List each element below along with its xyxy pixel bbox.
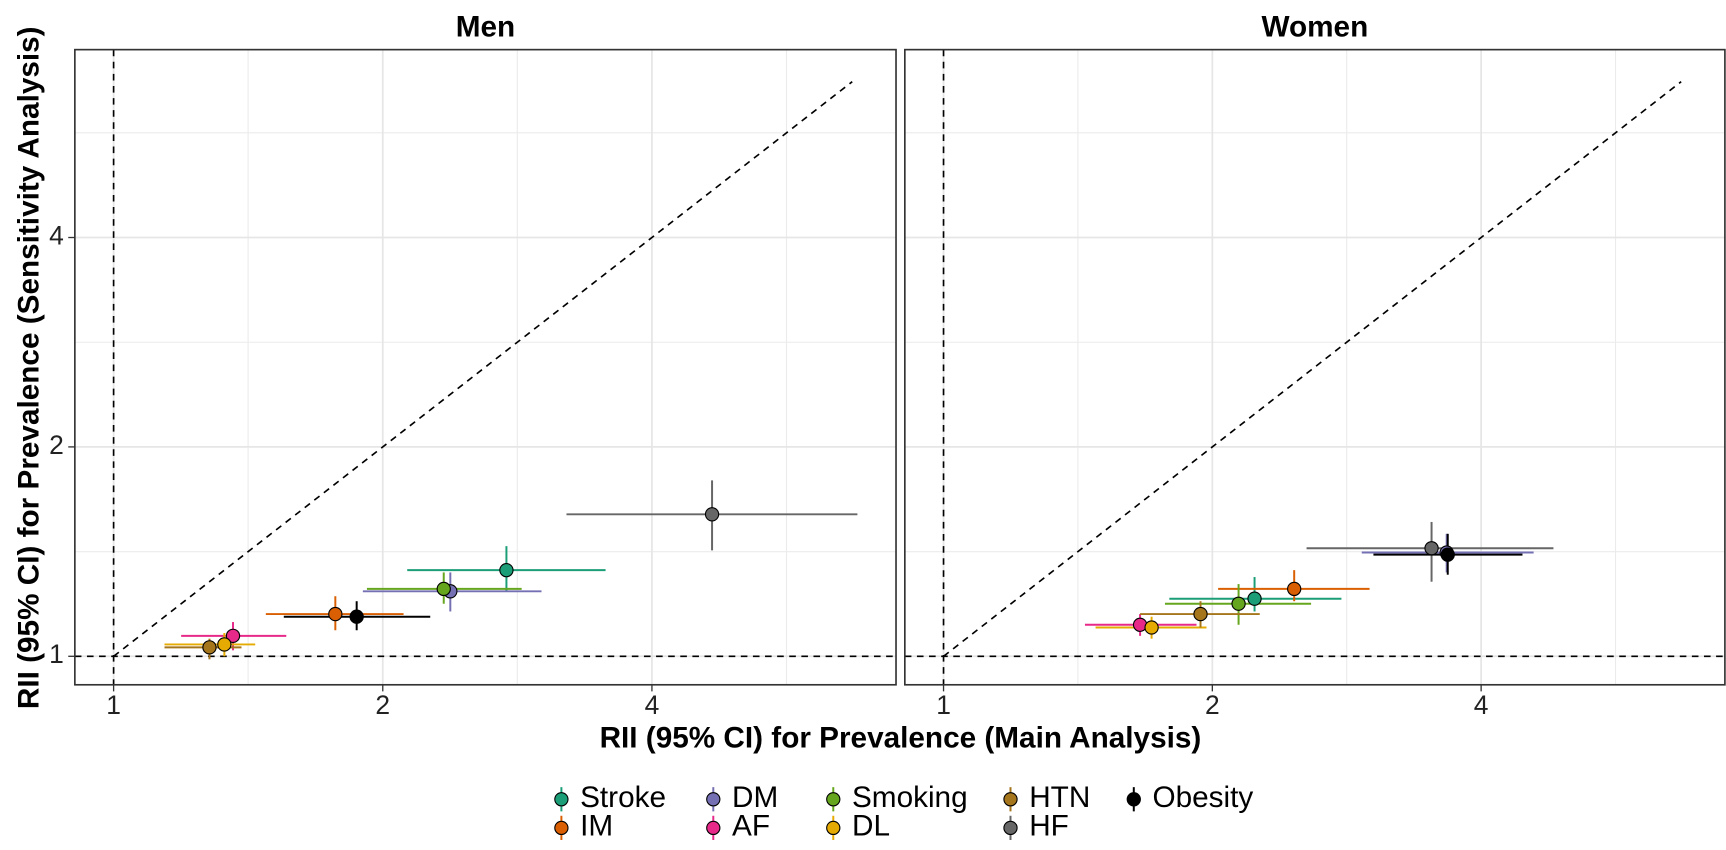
y-axis-label: RII (95% CI) for Prevalence (Sensitivity… <box>13 26 46 709</box>
point <box>1424 541 1439 556</box>
legend-label: IM <box>580 810 613 843</box>
point <box>225 628 241 644</box>
x-tick-label: 4 <box>645 690 660 720</box>
panel-border <box>904 48 1726 686</box>
point <box>202 640 217 655</box>
point <box>217 637 232 652</box>
legend-label: HF <box>1029 810 1069 843</box>
y-tick-label: 2 <box>49 430 64 460</box>
legend-key <box>554 792 569 807</box>
legend-label: AF <box>732 810 770 843</box>
x-tick-label: 1 <box>106 690 121 720</box>
legend-key <box>826 820 841 836</box>
legend-label: Smoking <box>852 781 968 814</box>
identity-line <box>943 81 1682 657</box>
legend-key <box>1003 792 1018 807</box>
point <box>499 562 514 578</box>
x-tick-label: 2 <box>375 690 390 720</box>
legend-item: DM <box>706 781 778 814</box>
legend-item: DL <box>826 810 890 843</box>
legend-item: AF <box>706 810 770 843</box>
x-axis-label: RII (95% CI) for Prevalence (Main Analys… <box>600 722 1202 755</box>
legend-item: HTN <box>1003 781 1090 814</box>
legend-label: Stroke <box>580 781 666 814</box>
legend-key <box>554 820 569 836</box>
legend-item: HF <box>1003 810 1069 843</box>
legend-label: DL <box>852 810 890 843</box>
panel-title: Women <box>1261 11 1368 44</box>
legend-item: Obesity <box>1126 781 1254 814</box>
point <box>1193 606 1208 622</box>
legend-item: Smoking <box>826 781 968 814</box>
panel-border <box>74 48 897 686</box>
point <box>436 581 451 597</box>
point <box>1231 596 1246 611</box>
identity-line <box>113 81 853 657</box>
x-tick-label: 4 <box>1474 690 1489 720</box>
point <box>1144 620 1159 635</box>
y-tick-label: 4 <box>49 220 64 250</box>
point <box>1287 581 1302 597</box>
legend-label: DM <box>732 781 778 814</box>
legend-item: Stroke <box>554 781 666 814</box>
legend-label: Obesity <box>1153 781 1254 814</box>
legend-key <box>826 792 841 807</box>
point <box>704 507 720 522</box>
y-tick-label: 1 <box>49 639 64 669</box>
point <box>1440 547 1455 562</box>
x-tick-label: 1 <box>936 690 951 720</box>
legend-label: HTN <box>1029 781 1090 814</box>
legend-key <box>1003 820 1018 836</box>
legend-item: IM <box>554 810 613 843</box>
point <box>1247 591 1262 606</box>
legend-key <box>1126 792 1141 807</box>
panel-title: Men <box>456 11 515 44</box>
point <box>328 606 343 622</box>
x-tick-label: 2 <box>1205 690 1220 720</box>
point <box>349 609 364 624</box>
legend-key <box>706 792 721 807</box>
legend-key <box>706 820 721 836</box>
